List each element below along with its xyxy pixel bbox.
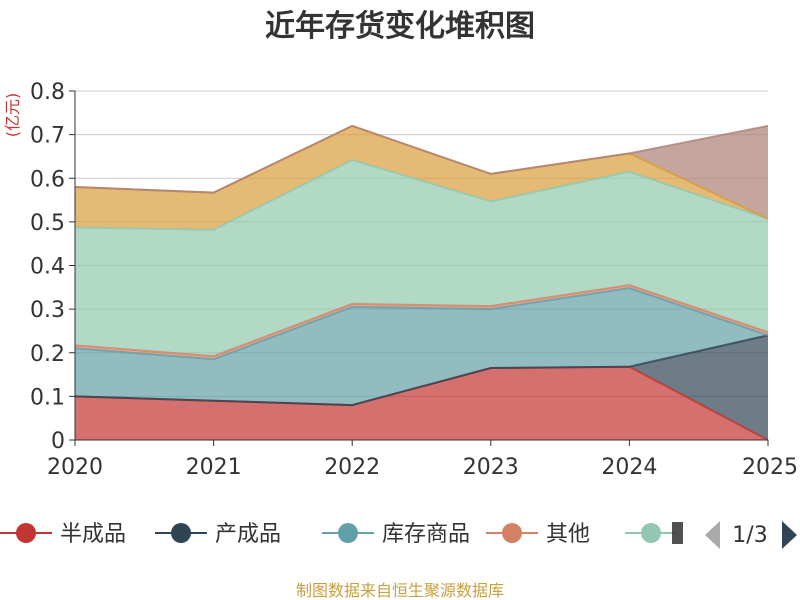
legend-item[interactable]: 产成品 <box>155 522 281 547</box>
legend-label: 半成品 <box>60 522 126 547</box>
area-series-6 <box>75 125 768 230</box>
legend-page-indicator: 1/3 <box>732 523 767 548</box>
y-tick-label: 0.8 <box>30 80 65 105</box>
x-tick-label: 2020 <box>47 455 103 480</box>
legend-prev-page-icon[interactable] <box>705 521 720 549</box>
legend-marker-icon <box>171 523 191 543</box>
area-series-3 <box>75 288 768 406</box>
y-tick-label: 0 <box>51 429 65 454</box>
y-tick-labels: 0 0.1 0.2 0.3 0.4 0.5 0.6 0.7 0.8 <box>30 80 75 454</box>
legend-next-page-icon[interactable] <box>782 521 797 549</box>
y-tick-label: 0.4 <box>30 255 65 280</box>
legend-marker-icon <box>338 523 358 543</box>
legend-label: 产成品 <box>215 522 281 547</box>
y-tick-label: 0.7 <box>30 124 65 149</box>
legend-item[interactable]: 半成品 <box>0 522 126 547</box>
legend-item[interactable] <box>625 523 677 543</box>
source-note: 制图数据来自恒生聚源数据库 <box>296 581 504 600</box>
x-tick-label: 2021 <box>186 455 242 480</box>
legend-item[interactable]: 库存商品 <box>322 522 470 547</box>
legend-label: 其他 <box>546 522 590 547</box>
y-tick-label: 0.5 <box>30 211 65 236</box>
x-tick-label: 2023 <box>463 455 519 480</box>
legend-marker-icon <box>641 523 661 543</box>
legend: 半成品 产成品 库存商品 其他 <box>0 522 683 547</box>
y-tick-label: 0.6 <box>30 167 65 192</box>
series-edges <box>74 124 769 441</box>
legend-truncated-label <box>672 522 683 544</box>
y-tick-label: 0.2 <box>30 342 65 367</box>
legend-label: 库存商品 <box>382 522 470 547</box>
area-series-4 <box>75 285 768 360</box>
y-tick-label: 0.1 <box>30 385 65 410</box>
series-line-5 <box>74 158 769 231</box>
legend-marker-icon <box>502 523 522 543</box>
x-tick-label: 2022 <box>324 455 380 480</box>
x-tick-labels: 2020 2021 2022 2023 2024 2025 <box>47 440 798 480</box>
area-series-1 <box>75 366 768 440</box>
x-tick-label: 2024 <box>601 455 657 480</box>
legend-item[interactable]: 其他 <box>486 522 590 547</box>
series-line-3 <box>74 287 769 361</box>
y-axis-unit-label: (亿元) <box>3 93 22 138</box>
area-series <box>75 125 768 440</box>
series-line-7 <box>74 124 769 194</box>
x-tick-label: 2025 <box>742 455 798 480</box>
chart-title: 近年存货变化堆积图 <box>265 9 535 44</box>
y-tick-label: 0.3 <box>30 298 65 323</box>
area-series-5 <box>75 159 768 357</box>
legend-pager: 1/3 <box>705 521 797 549</box>
series-line-4 <box>74 284 769 358</box>
series-line-2 <box>74 334 769 407</box>
legend-marker-icon <box>16 523 36 543</box>
